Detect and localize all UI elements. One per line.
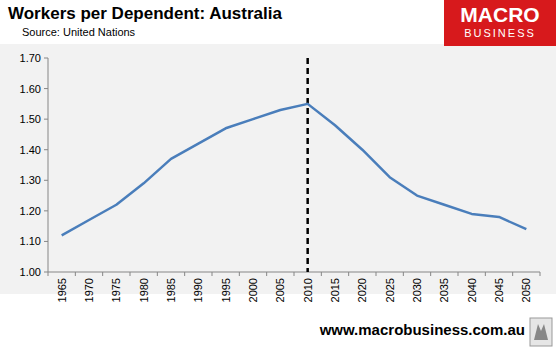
x-tick [430,272,431,276]
y-tick-label: 1.40 [20,144,41,156]
plot-background [0,44,556,294]
x-tick [512,272,513,276]
y-tick [44,149,48,150]
x-tick-label: 1990 [192,278,204,302]
x-tick [130,272,131,276]
x-tick [212,272,213,276]
logo-text: BUSINESS [464,27,536,39]
x-tick-label: 1995 [220,278,232,302]
x-tick-label: 2005 [274,278,286,302]
chart-container: Workers per Dependent: Australia Source: … [0,0,556,354]
logo-box [444,0,556,46]
y-tick [44,180,48,181]
x-tick-label: 2050 [520,278,532,302]
x-tick [75,272,76,276]
title: Workers per Dependent: Australia [8,4,283,23]
x-tick [403,272,404,276]
x-tick [184,272,185,276]
x-tick-label: 2035 [438,278,450,302]
emblem-shape [534,324,548,340]
plot-area [62,58,527,272]
x-tick [376,272,377,276]
x-tick-label: 2030 [411,278,423,302]
x-tick [458,272,459,276]
y-tick-label: 1.60 [20,83,41,95]
x-tick [48,272,49,276]
x-tick [485,272,486,276]
logo-text: MACRO [460,3,539,26]
x-tick-label: 1970 [83,278,95,302]
x-tick-label: 2015 [329,278,341,302]
x-tick-label: 1985 [165,278,177,302]
y-tick-label: 1.00 [20,266,41,278]
x-tick-label: 1980 [138,278,150,302]
y-tick [44,119,48,120]
x-tick [540,272,541,276]
x-tick-label: 2000 [247,278,259,302]
series-line [62,104,527,235]
x-tick-label: 1965 [56,278,68,302]
x-tick-label: 2020 [356,278,368,302]
x-tick [321,272,322,276]
x-tick [348,272,349,276]
y-tick-label: 1.30 [20,174,41,186]
y-tick [44,210,48,211]
y-tick-label: 1.10 [20,235,41,247]
x-tick [294,272,295,276]
x-tick [157,272,158,276]
y-tick [44,88,48,89]
x-tick-label: 2025 [384,278,396,302]
y-tick-label: 1.50 [20,113,41,125]
chart-svg: Workers per Dependent: Australia Source: … [0,0,556,354]
x-tick-label: 1975 [110,278,122,302]
x-tick [102,272,103,276]
y-tick-label: 1.70 [20,52,41,64]
reference-line [306,58,309,272]
y-tick [44,241,48,242]
x-tick-label: 2045 [493,278,505,302]
footer: www.macrobusiness.com.au [319,321,525,338]
y-tick [44,272,48,273]
y-tick [44,58,48,59]
y-tick-label: 1.20 [20,205,41,217]
subtitle: Source: United Nations [22,26,136,38]
x-tick [266,272,267,276]
x-tick-label: 2040 [466,278,478,302]
y-axis [48,58,49,272]
emblem [530,318,552,346]
x-tick-label: 2010 [302,278,314,302]
x-tick [239,272,240,276]
